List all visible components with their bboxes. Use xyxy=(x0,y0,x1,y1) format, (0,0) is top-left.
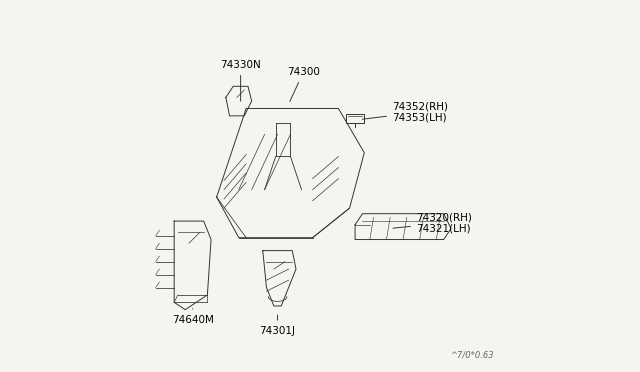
Text: 74300: 74300 xyxy=(287,67,320,102)
Text: 74640M: 74640M xyxy=(172,309,214,325)
Text: 74301J: 74301J xyxy=(260,315,296,336)
Bar xyxy=(346,114,364,123)
Text: ^7/0*0.63: ^7/0*0.63 xyxy=(450,350,493,359)
Text: 74330N: 74330N xyxy=(220,60,261,101)
Text: 74352(RH)
74353(LH): 74352(RH) 74353(LH) xyxy=(362,101,448,123)
Text: 74320(RH)
74321(LH): 74320(RH) 74321(LH) xyxy=(393,212,472,234)
